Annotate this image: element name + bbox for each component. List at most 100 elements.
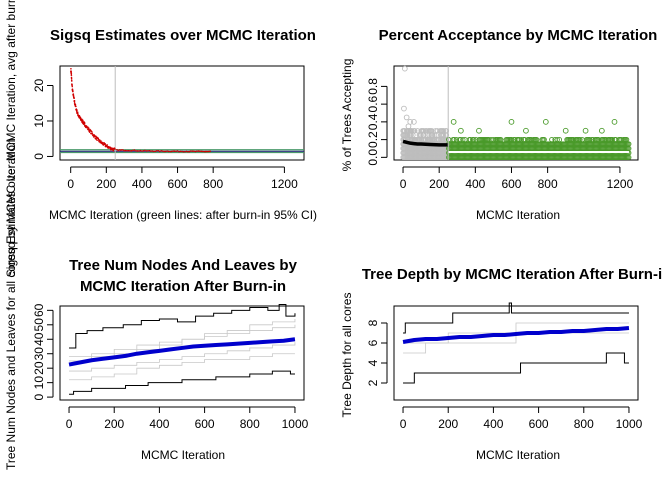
sigsq-point bbox=[117, 149, 119, 152]
nodes-line-core bbox=[69, 353, 295, 381]
nodes-line-min bbox=[69, 370, 295, 395]
sigsq-point bbox=[209, 150, 211, 153]
acceptance-axes: 0 200 400 600 800 1200 0.00.20.40.60.8 bbox=[366, 78, 634, 191]
sigsq-point bbox=[127, 149, 130, 152]
sigsq-point bbox=[178, 150, 180, 153]
acceptance-point-outlier bbox=[458, 127, 464, 134]
acceptance-point-burn-in bbox=[441, 128, 447, 134]
sigsq-title: Sigsq Estimates over MCMC Iteration bbox=[50, 27, 316, 44]
sigsq-point bbox=[70, 77, 73, 80]
depth-ylabel: Tree Depth for all cores bbox=[340, 293, 354, 418]
depth-x-tick-label: 0 bbox=[400, 417, 407, 431]
sigsq-point bbox=[197, 150, 200, 152]
acceptance-point-outlier bbox=[403, 114, 410, 121]
acceptance-point-outlier bbox=[411, 119, 417, 125]
sigsq-point bbox=[133, 149, 136, 151]
sigsq-x-tick-label: 800 bbox=[203, 177, 223, 191]
acceptance-point-outlier bbox=[508, 119, 515, 125]
sigsq-x-tick-label: 1200 bbox=[271, 177, 298, 191]
acceptance-x-tick-label: 600 bbox=[501, 177, 521, 191]
sigsq-point bbox=[163, 150, 165, 153]
sigsq-point bbox=[91, 132, 94, 134]
nodes-plot-frame bbox=[59, 305, 305, 401]
sigsq-point bbox=[200, 150, 203, 153]
sigsq-point bbox=[187, 150, 189, 153]
sigsq-point bbox=[123, 149, 125, 152]
sigsq-point bbox=[71, 89, 74, 92]
sigsq-x-tick-label: 0 bbox=[67, 177, 74, 191]
sigsq-point bbox=[150, 150, 152, 152]
acceptance-x-tick-label: 0 bbox=[400, 177, 407, 191]
sigsq-y-tick-label: 20 bbox=[32, 79, 46, 93]
nodes-title-line1: Tree Num Nodes And Leaves by bbox=[69, 257, 298, 274]
depth-xlabel: MCMC Iteration bbox=[476, 448, 560, 462]
sigsq-point bbox=[76, 109, 78, 111]
sigsq-point bbox=[161, 150, 164, 152]
sigsq-point bbox=[148, 149, 151, 152]
sigsq-xlabel: MCMC Iteration (green lines: after burn-… bbox=[49, 208, 317, 222]
sigsq-point bbox=[93, 136, 95, 138]
acceptance-point-outlier bbox=[401, 65, 408, 72]
depth-plot-frame bbox=[393, 305, 639, 401]
acceptance-x-tick-label: 1200 bbox=[607, 177, 634, 191]
sigsq-point bbox=[126, 149, 128, 152]
sigsq-point bbox=[154, 150, 157, 153]
sigsq-y-tick-label: 10 bbox=[32, 114, 46, 128]
sigsq-point bbox=[199, 150, 201, 153]
sigsq-point bbox=[70, 70, 72, 72]
sigsq-ylabel: Sigsq Estimates over MCMC Iteration, avg… bbox=[4, 0, 18, 277]
sigsq-point bbox=[90, 130, 93, 133]
depth-y-tick-label: 4 bbox=[366, 359, 380, 366]
sigsq-point bbox=[193, 150, 195, 153]
sigsq-point bbox=[135, 150, 137, 152]
sigsq-point bbox=[70, 71, 72, 74]
sigsq-x-tick-label: 600 bbox=[168, 177, 188, 191]
sigsq-point bbox=[132, 149, 134, 152]
nodes-line-core bbox=[69, 319, 296, 358]
sigsq-point bbox=[142, 150, 145, 152]
sigsq-point bbox=[138, 150, 140, 152]
sigsq-point bbox=[155, 150, 158, 152]
acceptance-plot-frame bbox=[393, 65, 639, 161]
acceptance-point-after bbox=[626, 141, 632, 147]
acceptance-x-tick-label: 400 bbox=[465, 177, 485, 191]
sigsq-point bbox=[130, 150, 133, 152]
sigsq-point bbox=[72, 93, 75, 95]
acceptance-point-outlier bbox=[523, 127, 529, 134]
sigsq-x-tick-label: 400 bbox=[132, 177, 152, 191]
sigsq-point bbox=[160, 149, 163, 152]
sigsq-point bbox=[73, 97, 75, 100]
sigsq-point bbox=[100, 140, 102, 142]
sigsq-point bbox=[166, 150, 168, 152]
sigsq-point bbox=[172, 150, 174, 152]
sigsq-point bbox=[120, 149, 123, 151]
acceptance-running-avg bbox=[402, 139, 449, 147]
nodes-x-tick-label: 600 bbox=[195, 417, 215, 431]
nodes-x-tick-label: 200 bbox=[104, 417, 124, 431]
acceptance-panel: Percent Acceptance by MCMC Iteration MCM… bbox=[340, 27, 657, 222]
nodes-y-tick-label: 0 bbox=[32, 393, 46, 400]
depth-y-tick-label: 6 bbox=[366, 339, 380, 346]
sigsq-point bbox=[194, 150, 197, 153]
depth-x-tick-label: 400 bbox=[483, 417, 503, 431]
depth-x-tick-label: 600 bbox=[529, 417, 549, 431]
sigsq-point bbox=[188, 150, 191, 153]
depth-y-tick-label: 2 bbox=[366, 379, 380, 386]
depth-x-tick-label: 800 bbox=[574, 417, 594, 431]
sigsq-point bbox=[196, 150, 198, 152]
acceptance-x-tick-label: 200 bbox=[429, 177, 449, 191]
sigsq-point bbox=[122, 149, 124, 151]
nodes-y-tick-label: 40 bbox=[32, 332, 46, 346]
acceptance-y-tick-label: 0.2 bbox=[366, 131, 380, 148]
nodes-x-tick-label: 1000 bbox=[282, 417, 309, 431]
sigsq-point bbox=[70, 74, 73, 77]
sigsq-point bbox=[87, 127, 90, 130]
sigsq-point bbox=[73, 99, 76, 102]
sigsq-point bbox=[70, 67, 72, 70]
sigsq-point bbox=[169, 150, 171, 153]
acceptance-title: Percent Acceptance by MCMC Iteration bbox=[379, 27, 658, 44]
depth-y-tick-label: 8 bbox=[366, 319, 380, 326]
sigsq-point bbox=[179, 150, 182, 153]
sigsq-point bbox=[98, 139, 101, 141]
